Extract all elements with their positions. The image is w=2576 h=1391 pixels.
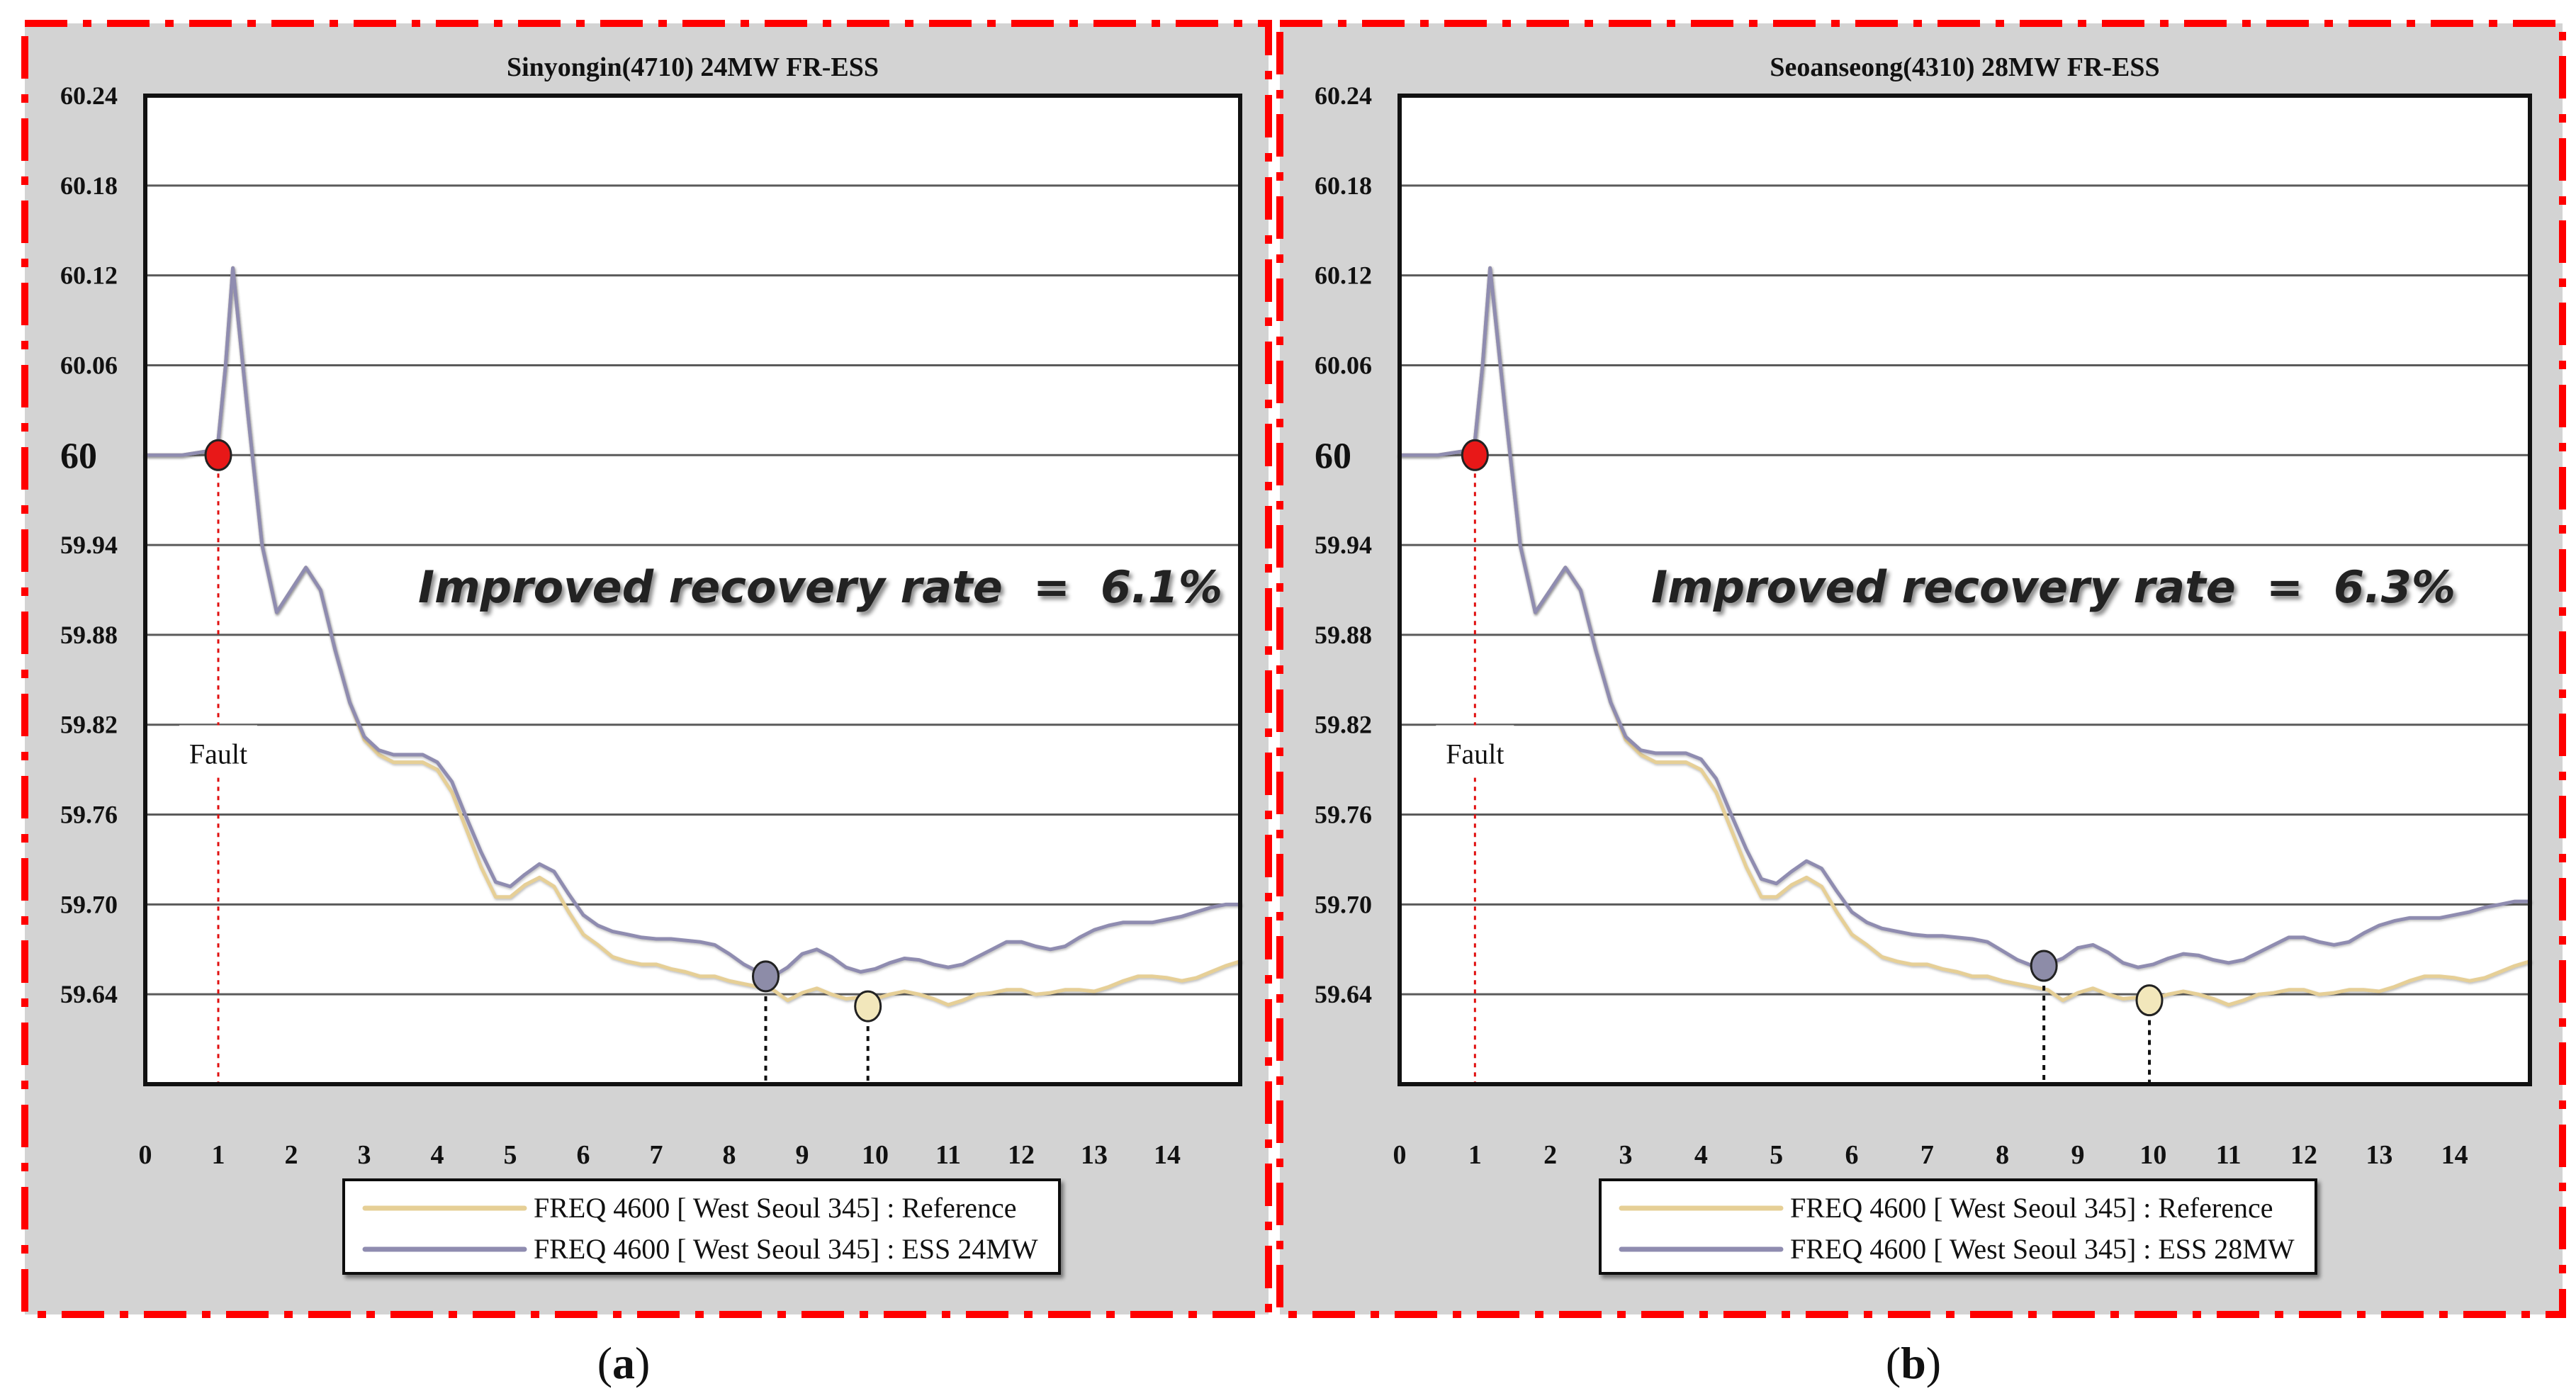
y-tick-label: 60 — [60, 436, 97, 476]
x-tick-label: 12 — [2290, 1140, 2317, 1170]
y-tick-label: 60.24 — [60, 81, 118, 110]
y-tick-label: 59.70 — [60, 890, 118, 918]
legend-label-ess: FREQ 4600 [ West Seoul 345] : ESS 28MW — [1790, 1233, 2295, 1265]
subfigure-paren-close: ) — [1926, 1338, 1941, 1388]
x-tick-label: 5 — [504, 1140, 517, 1170]
chart-panel-b: Seoanseong(4310) 28MW FR-ESS60.2460.1860… — [1276, 20, 2566, 1318]
chart-panel-a: Sinyongin(4710) 24MW FR-ESS 60.24 60.18 60.… — [21, 20, 1272, 1318]
x-tick-label: 1 — [1468, 1140, 1482, 1170]
subfigure-paren-open: ( — [597, 1338, 612, 1388]
fault-label-bg — [179, 725, 257, 778]
y-tick-label: 60.18 — [60, 171, 118, 200]
reference-min-marker — [854, 990, 882, 1023]
x-tick-label: 13 — [1081, 1140, 1108, 1170]
fault-point-marker — [204, 439, 232, 471]
y-tick-label: 59.88 — [60, 621, 118, 649]
x-tick-label: 2 — [285, 1140, 298, 1170]
chart-title: Seoanseong(4310) 28MW FR-ESS — [1770, 52, 2159, 82]
plot-frame — [143, 94, 1242, 1086]
y-tick-label: 59.76 — [1315, 801, 1372, 829]
subfigure-paren-open: ( — [1886, 1338, 1901, 1388]
fault-label: Fault — [189, 738, 247, 770]
y-tick-label: 59.82 — [60, 711, 118, 739]
y-tick-label: 59.88 — [1315, 621, 1372, 649]
x-tick-label: 8 — [723, 1140, 736, 1170]
y-tick-label: 60.06 — [60, 351, 118, 379]
subfigure-label: (a) — [597, 1338, 651, 1388]
x-tick-label: 7 — [1920, 1140, 1934, 1170]
y-tick-label: 59.82 — [1315, 711, 1372, 739]
y-tick-label: 59.64 — [60, 980, 118, 1008]
panel-frame — [1276, 20, 2566, 1318]
subfigure-letter: a — [612, 1338, 635, 1388]
x-tick-label: 14 — [2441, 1140, 2468, 1170]
y-tick-label: 59.64 — [1315, 980, 1372, 1008]
plot-frame — [1397, 94, 2532, 1086]
y-tick-label: 60.06 — [1315, 351, 1372, 379]
x-tick-label: 0 — [1393, 1140, 1407, 1170]
x-tick-label: 13 — [2366, 1140, 2392, 1170]
x-tick-label: 6 — [1845, 1140, 1859, 1170]
y-tick-label: 59.76 — [60, 801, 118, 829]
x-tick-label: 12 — [1008, 1140, 1035, 1170]
y-tick-label: 59.94 — [1315, 531, 1372, 559]
panel-frame — [21, 20, 1272, 1318]
subfigure-paren-close: ) — [635, 1338, 650, 1388]
ess-min-marker — [2030, 950, 2058, 982]
reference-min-marker — [2135, 984, 2164, 1017]
chart-title: Sinyongin(4710) 24MW FR-ESS — [507, 52, 879, 82]
recovery-rate-annotation: Improved recovery rate = 6.1% — [418, 561, 1222, 613]
x-tick-label: 9 — [2071, 1140, 2085, 1170]
x-tick-label: 11 — [2216, 1140, 2242, 1170]
ess-min-marker — [752, 960, 780, 993]
legend-box — [1599, 1178, 2317, 1275]
y-tick-label: 60.12 — [60, 261, 118, 290]
x-tick-label: 0 — [139, 1140, 152, 1170]
legend-box — [342, 1178, 1061, 1275]
y-tick-label: 59.70 — [1315, 890, 1372, 918]
x-tick-label: 10 — [862, 1140, 889, 1170]
subfigure-letter: b — [1901, 1338, 1926, 1388]
series-line-ess — [1397, 266, 2532, 969]
x-tick-label: 8 — [1996, 1140, 2009, 1170]
legend-label-reference: FREQ 4600 [ West Seoul 345] : Reference — [1790, 1192, 2273, 1224]
x-tick-label: 4 — [1694, 1140, 1708, 1170]
x-tick-label: 14 — [1154, 1140, 1181, 1170]
x-tick-label: 7 — [650, 1140, 663, 1170]
plot-area — [1400, 96, 2530, 1084]
x-tick-label: 3 — [358, 1140, 371, 1170]
x-tick-label: 1 — [212, 1140, 225, 1170]
legend: FREQ 4600 [ West Seoul 345] : Reference F… — [342, 1178, 1061, 1275]
x-tick-label: 5 — [1770, 1140, 1783, 1170]
x-tick-label: 3 — [1619, 1140, 1633, 1170]
x-tick-label: 4 — [431, 1140, 444, 1170]
legend-label-reference: FREQ 4600 [ West Seoul 345] : Reference — [534, 1192, 1016, 1224]
recovery-rate-annotation: Improved recovery rate = 6.3% — [1651, 561, 2456, 613]
x-tick-label: 9 — [796, 1140, 809, 1170]
series-line-ess — [143, 266, 1242, 979]
x-tick-label: 11 — [935, 1140, 961, 1170]
fault-label: Fault — [1446, 738, 1504, 770]
y-tick-label: 60 — [1315, 436, 1351, 476]
legend: FREQ 4600 [ West Seoul 345] : Reference F… — [1599, 1178, 2317, 1275]
y-tick-label: 60.12 — [1315, 261, 1372, 290]
plot-area — [145, 96, 1240, 1084]
legend-label-ess: FREQ 4600 [ West Seoul 345] : ESS 24MW — [534, 1233, 1038, 1265]
y-tick-label: 60.24 — [1315, 81, 1372, 110]
x-tick-label: 6 — [577, 1140, 590, 1170]
fault-point-marker — [1461, 439, 1489, 471]
y-tick-label: 60.18 — [1315, 171, 1372, 200]
x-tick-label: 10 — [2139, 1140, 2166, 1170]
subfigure-label: (b) — [1886, 1338, 1941, 1388]
fault-label-bg — [1436, 725, 1514, 778]
y-tick-label: 59.94 — [60, 531, 118, 559]
x-tick-label: 2 — [1543, 1140, 1557, 1170]
